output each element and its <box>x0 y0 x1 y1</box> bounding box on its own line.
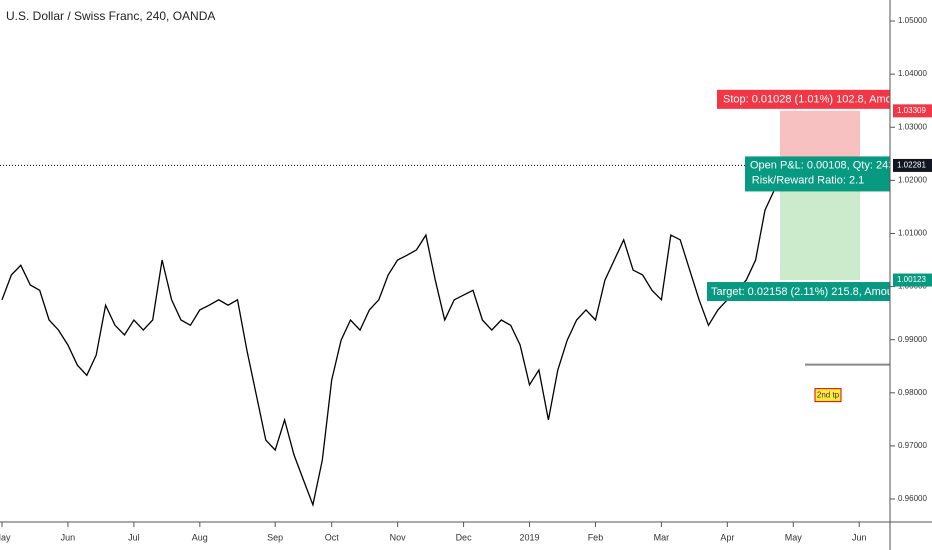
x-tick-label: Feb <box>588 532 604 542</box>
price-tag-label: 1.02281 <box>897 161 926 170</box>
x-tick-label: Jun <box>852 532 867 542</box>
price-tag <box>893 104 932 118</box>
chart-title: U.S. Dollar / Swiss Franc, 240, OANDA <box>6 9 215 23</box>
x-tick-label: Jul <box>128 532 140 542</box>
y-tick-label: 0.99000 <box>898 335 927 344</box>
note-label: 2nd tp <box>817 391 840 400</box>
y-tick-label: 0.97000 <box>898 441 927 450</box>
note-box <box>814 388 842 403</box>
x-tick-label: May <box>0 532 11 542</box>
y-tick-label: 0.96000 <box>898 494 927 503</box>
stop-label: Stop: 0.01028 (1.01%) 102.8, Amount <box>723 94 907 106</box>
x-tick-label: Dec <box>456 532 473 542</box>
price-line <box>1 189 775 508</box>
x-tick-label: Jun <box>61 532 76 542</box>
target-label-box <box>707 282 890 302</box>
y-tick-label: 1.02000 <box>898 175 927 184</box>
x-tick-label: May <box>785 532 803 542</box>
y-tick-label: 1.04000 <box>898 69 927 78</box>
y-tick-label: 1.01000 <box>898 229 927 238</box>
pnl-label: Open P&L: 0.00108, Qty: 24319 <box>750 159 907 171</box>
x-tick-label: Aug <box>192 532 208 542</box>
stop-zone <box>780 110 860 166</box>
x-tick-label: Oct <box>325 532 340 542</box>
y-tick-label: 0.98000 <box>898 388 927 397</box>
x-tick-label: Mar <box>654 532 670 542</box>
pnl-label-box <box>745 156 890 192</box>
target-label: Target: 0.02158 (2.11%) 215.8, Amount <box>711 286 902 298</box>
price-tag <box>893 158 932 172</box>
y-tick-label: 1.05000 <box>898 16 927 25</box>
rr-label: Risk/Reward Ratio: 2.1 <box>752 174 865 186</box>
plot-area: 2nd tp Stop: 0.01028 (1.01%) 102.8, Amoun… <box>0 89 907 508</box>
x-tick-label: Nov <box>390 532 407 542</box>
stop-label-box <box>717 89 890 109</box>
y-tick-label: 1.03000 <box>898 122 927 131</box>
price-tag-label: 1.00123 <box>897 275 926 284</box>
price-tag <box>893 273 932 287</box>
x-tick-label: Sep <box>267 532 283 542</box>
x-tick-label: Apr <box>720 532 734 542</box>
price-tag-label: 1.03309 <box>897 106 926 115</box>
x-tick-label: 2019 <box>520 532 540 542</box>
